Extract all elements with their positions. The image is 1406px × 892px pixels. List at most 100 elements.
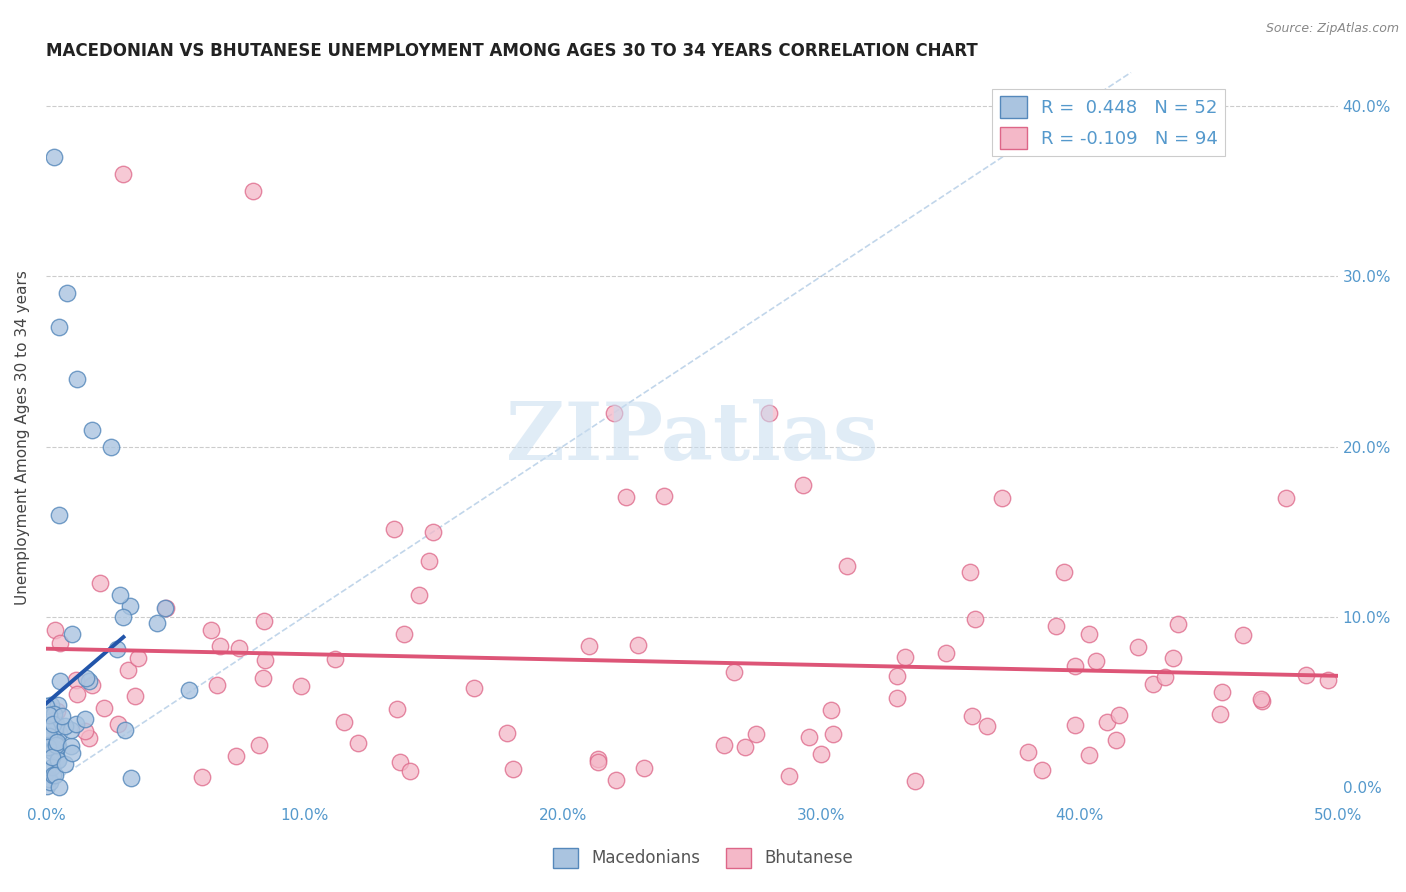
Y-axis label: Unemployment Among Ages 30 to 34 years: Unemployment Among Ages 30 to 34 years <box>15 270 30 606</box>
Point <box>605 772 627 787</box>
Point <box>797 731 820 745</box>
Point <box>418 554 440 568</box>
Point <box>242 185 264 199</box>
Point <box>60 626 83 640</box>
Point <box>385 702 408 716</box>
Point <box>1078 627 1101 641</box>
Point <box>38 729 60 743</box>
Point <box>100 440 122 454</box>
Point <box>44 624 66 638</box>
Point <box>713 739 735 753</box>
Point <box>1211 685 1233 699</box>
Point <box>1167 617 1189 632</box>
Point <box>80 678 103 692</box>
Point <box>38 772 60 786</box>
Point <box>588 752 610 766</box>
Point <box>48 635 70 649</box>
Point <box>347 736 370 750</box>
Point <box>108 588 131 602</box>
Point <box>325 652 347 666</box>
Point <box>894 650 917 665</box>
Point <box>1031 763 1053 777</box>
Point <box>1105 732 1128 747</box>
Point <box>45 716 67 731</box>
Point <box>35 699 58 714</box>
Point <box>820 703 842 717</box>
Point <box>93 701 115 715</box>
Point <box>792 478 814 492</box>
Point <box>810 747 832 761</box>
Point <box>48 780 70 794</box>
Point <box>114 723 136 738</box>
Point <box>79 731 101 745</box>
Point <box>382 522 405 536</box>
Point <box>627 638 650 652</box>
Point <box>1250 692 1272 706</box>
Point <box>935 646 957 660</box>
Point <box>1108 708 1130 723</box>
Point <box>1064 718 1087 732</box>
Point <box>44 768 66 782</box>
Point <box>1161 651 1184 665</box>
Point <box>48 508 70 522</box>
Point <box>60 739 83 753</box>
Point <box>41 759 63 773</box>
Point <box>59 723 82 738</box>
Point <box>208 639 231 653</box>
Point <box>41 750 63 764</box>
Point <box>45 735 67 749</box>
Point <box>389 755 412 769</box>
Point <box>1142 677 1164 691</box>
Point <box>586 755 609 769</box>
Point <box>46 739 69 754</box>
Point <box>42 716 65 731</box>
Point <box>962 708 984 723</box>
Point <box>112 609 135 624</box>
Point <box>66 371 89 385</box>
Point <box>205 678 228 692</box>
Point <box>463 681 485 695</box>
Point <box>45 720 67 734</box>
Point <box>44 743 66 757</box>
Point <box>124 689 146 703</box>
Point <box>65 673 87 687</box>
Point <box>200 623 222 637</box>
Point <box>247 738 270 752</box>
Point <box>35 722 58 736</box>
Point <box>959 565 981 579</box>
Point <box>42 707 65 722</box>
Point <box>145 616 167 631</box>
Point <box>976 719 998 733</box>
Point <box>723 665 745 680</box>
Text: Source: ZipAtlas.com: Source: ZipAtlas.com <box>1265 22 1399 36</box>
Point <box>38 775 60 789</box>
Point <box>77 674 100 689</box>
Point <box>45 739 67 753</box>
Point <box>778 769 800 783</box>
Point <box>1045 618 1067 632</box>
Point <box>41 744 63 758</box>
Point <box>49 673 72 688</box>
Point <box>502 762 524 776</box>
Point <box>38 708 60 723</box>
Legend: Macedonians, Bhutanese: Macedonians, Bhutanese <box>547 841 859 875</box>
Point <box>835 558 858 573</box>
Point <box>652 489 675 503</box>
Point <box>48 320 70 334</box>
Point <box>1095 715 1118 730</box>
Point <box>65 717 87 731</box>
Point <box>53 757 76 772</box>
Text: ZIPatlas: ZIPatlas <box>506 399 877 477</box>
Point <box>1232 628 1254 642</box>
Point <box>290 679 312 693</box>
Point <box>225 748 247 763</box>
Point <box>35 764 58 779</box>
Point <box>1251 694 1274 708</box>
Point <box>332 714 354 729</box>
Point <box>496 725 519 739</box>
Point <box>45 704 67 718</box>
Point <box>1126 640 1149 655</box>
Point <box>228 640 250 655</box>
Point <box>153 601 176 615</box>
Point <box>252 672 274 686</box>
